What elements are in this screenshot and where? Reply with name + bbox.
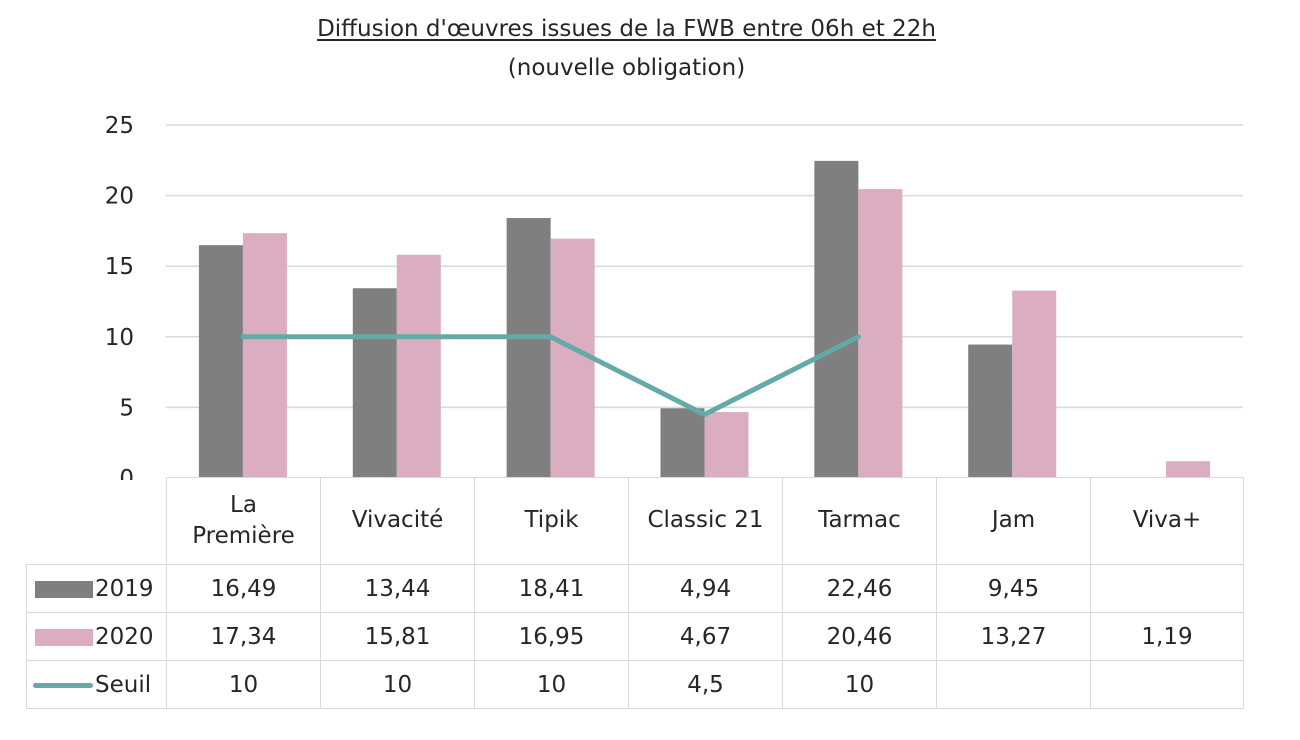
data-cell: 22,46 xyxy=(782,564,937,613)
category-label: Viva+ xyxy=(1090,477,1244,565)
table-row: Seuil 10 10 10 4,5 10 xyxy=(26,660,1244,709)
data-cell: 13,44 xyxy=(320,564,475,613)
legend-label: Seuil xyxy=(95,671,152,698)
legend-line-swatch xyxy=(33,682,93,688)
data-cell: 16,95 xyxy=(474,612,629,661)
data-cell: 17,34 xyxy=(166,612,321,661)
chart-title: Diffusion d'œuvres issues de la FWB entr… xyxy=(317,16,936,42)
bar-2019-tipik xyxy=(506,218,551,479)
category-label: Vivacité xyxy=(320,477,475,565)
bar-2020-classic-21 xyxy=(704,412,749,478)
legend-entry: 2020 xyxy=(26,612,167,661)
data-cell xyxy=(1090,564,1244,613)
data-cell: 20,46 xyxy=(782,612,937,661)
category-label: Classic 21 xyxy=(628,477,783,565)
data-cell: 10 xyxy=(782,660,937,709)
bar-2019-tarmac xyxy=(814,160,859,478)
category-label-line: Jam xyxy=(991,507,1036,534)
bar-2019-classic-21 xyxy=(660,408,705,478)
legend-label: 2019 xyxy=(95,575,154,602)
bar-2019-la-premi-re xyxy=(198,245,243,478)
category-label: Tarmac xyxy=(782,477,937,565)
y-tick-label: 20 xyxy=(105,184,134,210)
y-tick-label: 5 xyxy=(119,395,134,421)
data-cell: 10 xyxy=(320,660,475,709)
data-cell: 16,49 xyxy=(166,564,321,613)
legend-entry: 2019 xyxy=(26,564,167,613)
table-corner xyxy=(26,477,167,565)
data-cell: 13,27 xyxy=(936,612,1091,661)
bar-2020-la-premi-re xyxy=(242,233,287,478)
data-cell xyxy=(1090,660,1244,709)
bar-2020-viva- xyxy=(1166,461,1211,478)
category-label-line: Tipik xyxy=(524,507,579,534)
data-cell: 18,41 xyxy=(474,564,629,613)
category-label-line: Classic 21 xyxy=(647,507,764,534)
data-cell: 4,5 xyxy=(628,660,783,709)
category-label-line: Première xyxy=(192,523,295,549)
data-cell: 15,81 xyxy=(320,612,475,661)
bar-2020-jam xyxy=(1012,290,1057,478)
data-cell: 9,45 xyxy=(936,564,1091,613)
category-label-line: Vivacité xyxy=(351,507,444,534)
category-label-line: La xyxy=(230,491,257,518)
bar-2019-vivacit- xyxy=(352,288,397,478)
y-tick-label: 15 xyxy=(105,254,134,280)
y-tick-label: 0 xyxy=(119,466,134,480)
data-cell: 4,67 xyxy=(628,612,783,661)
data-cell xyxy=(936,660,1091,709)
table-row: 2019 16,49 13,44 18,41 4,94 22,46 9,45 xyxy=(26,564,1244,613)
table-row: 2020 17,34 15,81 16,95 4,67 20,46 13,27 1,19 xyxy=(26,612,1244,661)
bar-2019-jam xyxy=(968,344,1013,478)
data-cell: 4,94 xyxy=(628,564,783,613)
legend-bar-swatch xyxy=(35,628,93,646)
data-table: La Première Vivacité Tipik Classic 21 Tarmac J… xyxy=(26,477,1244,709)
data-cell: 1,19 xyxy=(1090,612,1244,661)
y-tick-label: 25 xyxy=(105,113,134,139)
chart-subtitle: (nouvelle obligation) xyxy=(507,55,746,81)
data-cell: 10 xyxy=(166,660,321,709)
category-label: La Première xyxy=(166,477,321,565)
bar-2020-tipik xyxy=(550,238,595,478)
legend-entry: Seuil xyxy=(26,660,167,709)
bar-2020-vivacit- xyxy=(396,254,441,478)
category-label: Jam xyxy=(936,477,1091,565)
category-label-line: Viva+ xyxy=(1132,507,1202,534)
category-label: Tipik xyxy=(474,477,629,565)
legend-label: 2020 xyxy=(95,623,154,650)
chart-plot: 0 5 10 15 20 25 xyxy=(105,113,1243,480)
legend-bar-swatch xyxy=(35,580,93,598)
category-label-line: Tarmac xyxy=(818,507,901,534)
bar-2020-tarmac xyxy=(858,189,903,478)
data-cell: 10 xyxy=(474,660,629,709)
y-tick-label: 10 xyxy=(105,325,134,351)
